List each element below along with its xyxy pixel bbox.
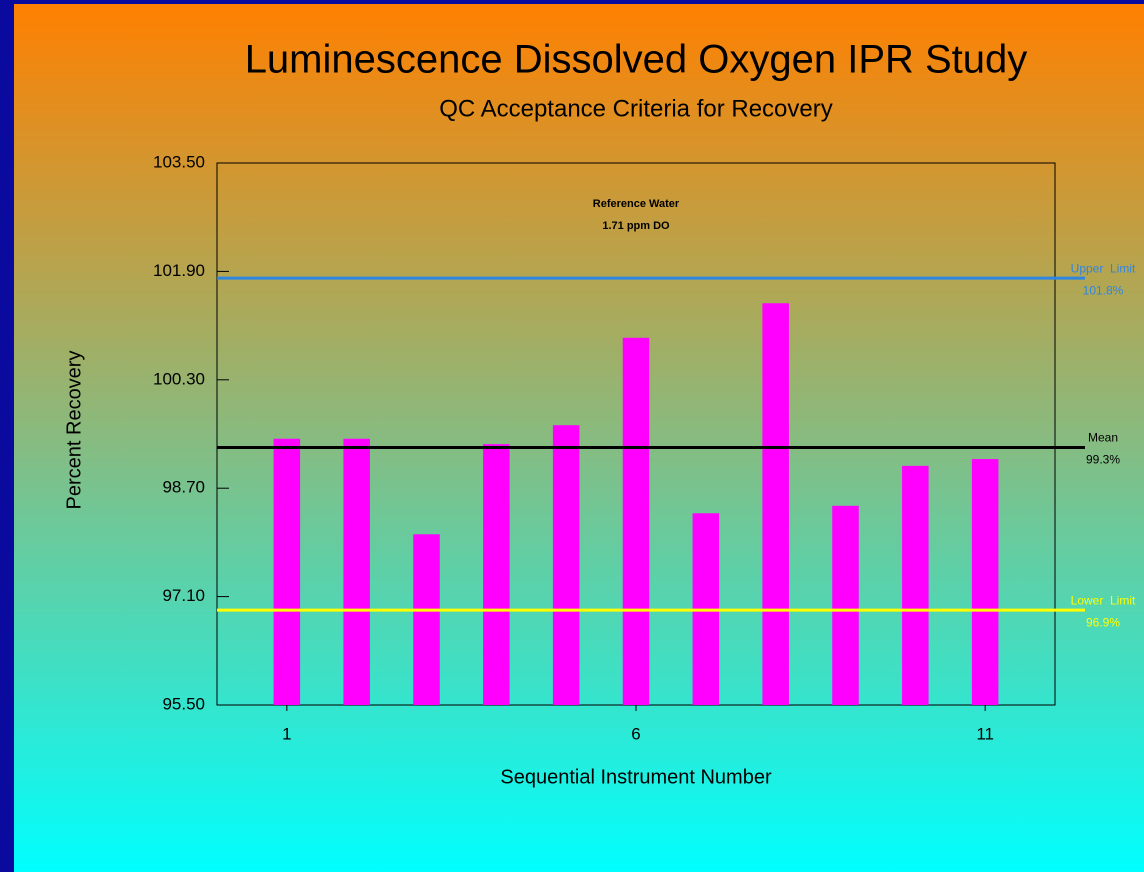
bar [483,444,510,705]
y-tick-label: 100.30 [153,369,205,388]
bar [273,438,301,705]
y-axis-label: Percent Recovery [63,351,85,510]
annotation: Reference Water [593,198,680,210]
reference-label: Mean [1088,431,1118,445]
y-tick-label: 103.50 [153,152,205,171]
x-tick-label: 1 [282,724,291,743]
bar [343,438,370,705]
x-tick-label: 11 [976,724,994,743]
annotation: 1.71 ppm DO [602,220,670,232]
x-tick-label: 6 [631,724,640,743]
y-tick-label: 97.10 [162,586,205,605]
chart-subtitle: QC Acceptance Criteria for Recovery [439,95,832,122]
y-tick-label: 95.50 [162,694,205,713]
x-axis-label: Sequential Instrument Number [500,766,772,788]
y-tick-label: 98.70 [162,478,205,497]
bar [413,534,440,705]
y-tick-label: 101.90 [153,261,205,280]
chart-title: Luminescence Dissolved Oxygen IPR Study [245,38,1028,82]
reference-value-label: 101.8% [1083,283,1124,297]
reference-label: Lower Limit [1071,593,1136,607]
bar [762,303,789,705]
bar [622,337,650,705]
reference-value-label: 96.9% [1086,615,1120,629]
bar [832,505,859,705]
bar [971,459,999,705]
reference-value-label: 99.3% [1086,453,1120,467]
bar [902,465,929,705]
bar [552,425,580,705]
reference-label: Upper Limit [1071,261,1136,275]
